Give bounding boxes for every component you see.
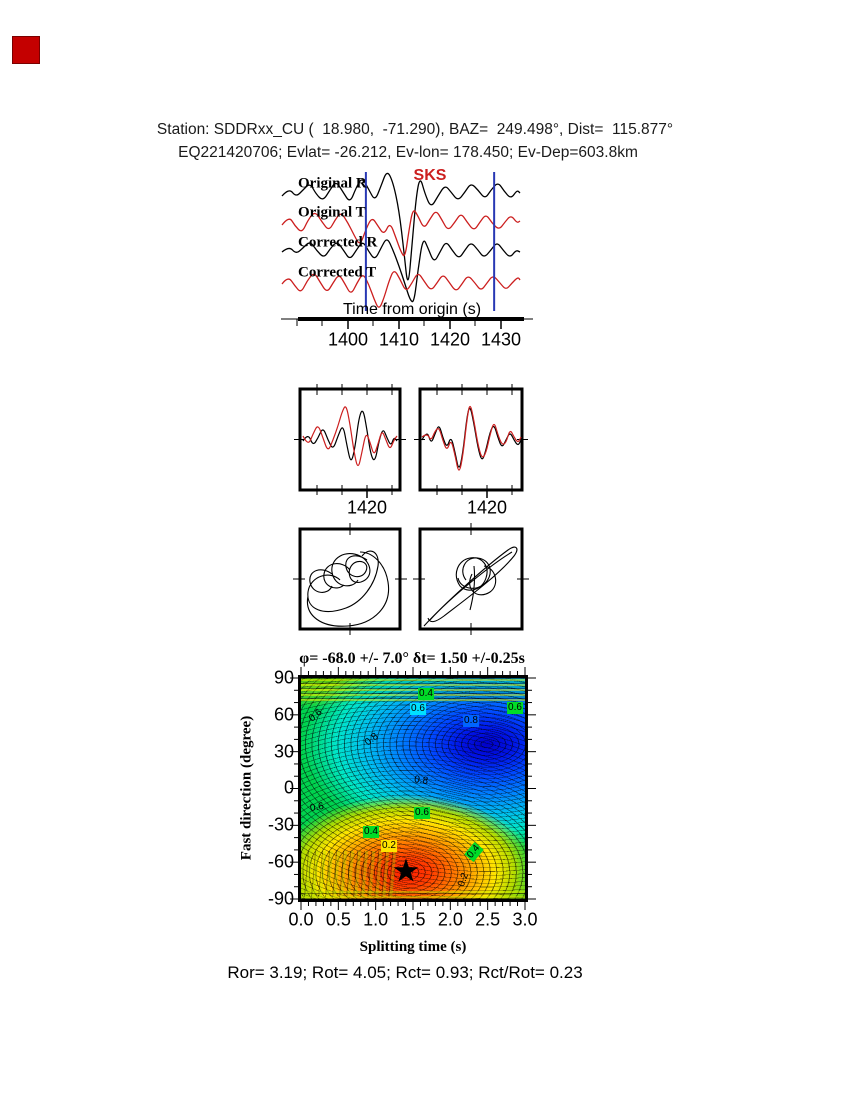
contour-x-tick-label: 1.0 [363,909,389,930]
compare-trace-1-0 [421,407,522,468]
contour-y-tick-label: 0 [283,777,294,798]
contour-y-tick-label: -90 [267,888,294,909]
compare-right-tick-label: 1420 [466,497,508,518]
compare-trace-0-1 [302,406,398,467]
trace-label-corrected-t: Corrected T [298,264,377,281]
contour-dense-band-bottom [301,889,525,899]
contour-label: 0.6 [507,702,523,714]
trace-label-original-r: Original R [298,175,367,192]
contour-x-tick-label: 2.0 [437,909,463,930]
seismogram-trace-0 [281,172,521,281]
phase-pick-label: SKS [413,167,447,184]
seismogram-trace-1 [281,210,521,257]
contour-label: 0.6 [410,703,426,715]
contour-x-tick-label: 0.0 [288,909,314,930]
seismogram-trace-3 [281,271,521,308]
trace-label-corrected-r: Corrected R [298,234,378,251]
compare-trace-1-1 [421,405,522,471]
contour-plot-frame [298,675,528,902]
contour-label: 0.4 [418,688,434,700]
subplot-ticks [293,384,529,635]
trace-label-original-t: Original T [298,204,366,221]
time-tick-label: 1400 [327,329,369,350]
contour-x-axis-label: Splitting time (s) [359,939,467,955]
contour-label: 0.4 [363,826,379,838]
contour-x-tick-label: 3.0 [512,909,538,930]
time-tick-label: 1430 [480,329,522,350]
waveform-compare-box-left [298,387,402,492]
best-fit-star-marker: ★ [391,852,421,889]
contour-y-tick-label: 60 [273,704,294,725]
particle-motion-paths [306,546,518,627]
time-axis-title: Time from origin (s) [342,301,482,318]
contour-title: φ= -68.0 +/- 7.0° δt= 1.50 +/-0.25s [299,650,525,667]
contour-label: 0.6 [414,807,430,819]
splitting-statistics: Ror= 3.19; Rot= 4.05; Rct= 0.93; Rct/Rot… [227,963,583,982]
contour-y-tick-label: -30 [267,814,294,835]
contour-dense-band-bottom-left [301,851,396,897]
time-tick-label: 1410 [378,329,420,350]
contour-x-tick-label: 1.5 [400,909,426,930]
compare-left-tick-label: 1420 [346,497,388,518]
comparison-traces [302,405,522,471]
contour-x-tick-label: 0.5 [325,909,351,930]
particle-motion-path-0 [306,550,390,627]
time-axis [281,317,533,329]
compare-trace-0-0 [302,410,398,461]
contour-x-tick-label: 2.5 [475,909,501,930]
contour-y-tick-label: -60 [267,851,294,872]
contour-label: 0.8 [413,774,429,787]
figure-title-line1: Station: SDDRxx_CU ( 18.980, -71.290), B… [156,121,674,138]
contour-y-tick-label: 30 [273,741,294,762]
quality-marker [12,36,40,64]
contour-dense-band-top [301,678,525,702]
analysis-window-lines [364,172,496,311]
error-surface-colormap [301,678,525,899]
contour-y-tick-label: 90 [273,667,294,688]
contour-axis-ticks [290,667,536,910]
particle-motion-path-1 [423,546,518,627]
contour-label: 0.2 [381,840,397,852]
time-tick-label: 1420 [429,329,471,350]
seismogram-trace-2 [281,239,521,303]
seismogram-traces [281,172,521,308]
figure-title-line2: EQ221420706; Evlat= -26.212, Ev-lon= 178… [178,144,638,161]
contour-label: 0.8 [463,715,479,727]
